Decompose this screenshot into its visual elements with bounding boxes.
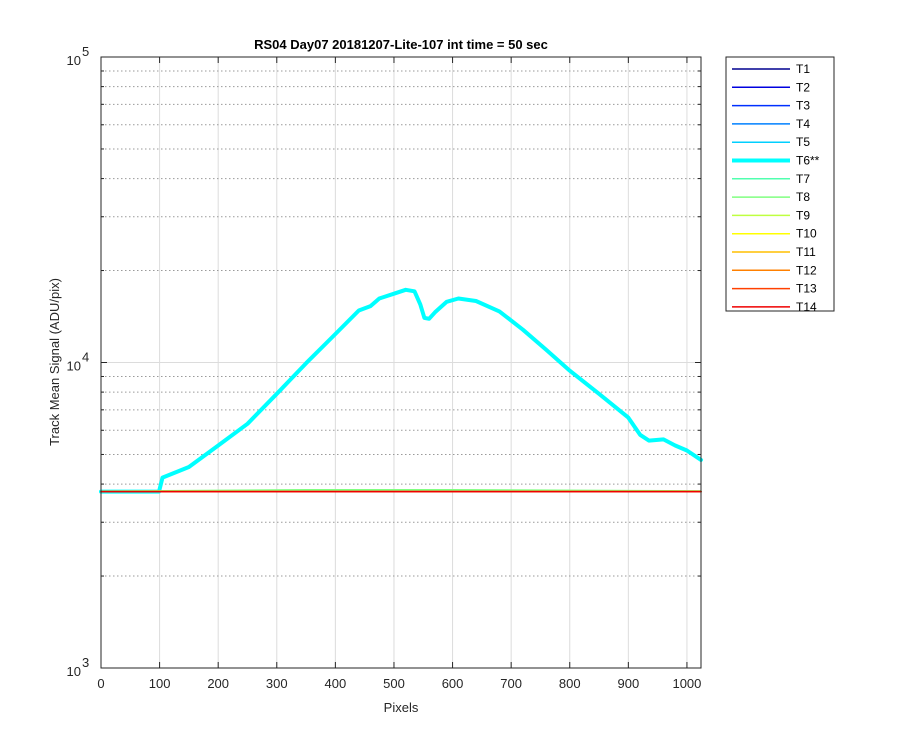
legend-label: T3 (796, 99, 810, 113)
y-axis-label: Track Mean Signal (ADU/pix) (47, 278, 62, 446)
x-tick-label: 0 (97, 676, 104, 691)
y-tick-label-base: 10 (67, 53, 81, 68)
legend: T1 T2 T3 T4 T5 T6** T7 T8 T9 T10 T11 T12 T13 T14 (725, 56, 835, 314)
series-line-t6 (99, 287, 703, 494)
y-tick-label-exponent: 5 (82, 44, 89, 59)
x-tick-label: 400 (325, 676, 347, 691)
legend-box (725, 56, 835, 312)
legend-label: T8 (796, 190, 810, 204)
legend-label: T4 (796, 117, 810, 131)
x-axis-label: Pixels (384, 700, 419, 715)
chart-title: RS04 Day07 20181207-Lite-107 int time = … (254, 37, 548, 52)
x-tick-label: 500 (383, 676, 405, 691)
legend-label: T1 (796, 62, 810, 76)
legend-label: T2 (796, 80, 810, 94)
legend-label: T11 (796, 245, 816, 259)
x-tick-label: 800 (559, 676, 581, 691)
x-tick-label: 700 (500, 676, 522, 691)
y-tick-label-exponent: 3 (82, 655, 89, 670)
x-tick-label: 300 (266, 676, 288, 691)
y-tick-label-base: 10 (67, 664, 81, 679)
x-tick-label: 600 (442, 676, 464, 691)
x-axis-ticks: 0 100 200 300 400 500 600 700 800 900 1000 (97, 57, 701, 691)
series-lines (99, 287, 703, 494)
legend-label: T12 (796, 263, 817, 277)
legend-label: T5 (796, 135, 810, 149)
legend-label: T6** (796, 154, 820, 168)
grid (100, 57, 701, 669)
x-tick-label: 100 (149, 676, 171, 691)
legend-label: T9 (796, 208, 810, 222)
series-line-t8 (100, 489, 702, 492)
legend-label: T14 (796, 300, 817, 314)
x-tick-label: 900 (617, 676, 639, 691)
x-tick-label: 1000 (672, 676, 701, 691)
legend-label: T13 (796, 282, 817, 296)
y-tick-label-base: 10 (67, 359, 81, 374)
x-tick-label: 200 (207, 676, 229, 691)
y-tick-label-exponent: 4 (82, 350, 89, 365)
legend-label: T7 (796, 172, 810, 186)
legend-label: T10 (796, 227, 817, 241)
